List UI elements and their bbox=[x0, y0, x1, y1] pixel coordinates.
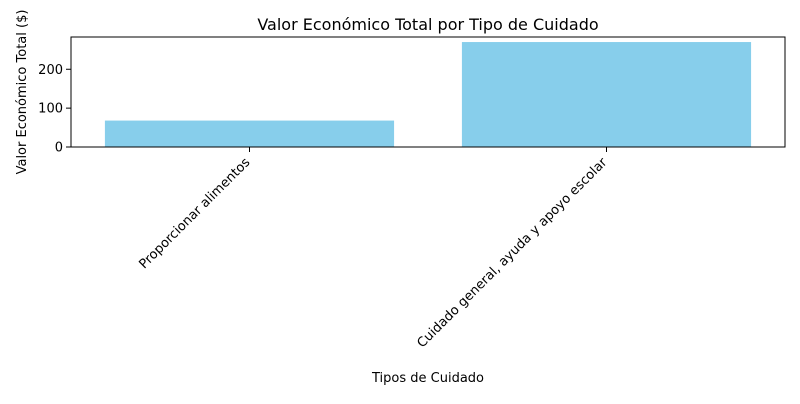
x-axis-ticks: Proporcionar alimentos Cuidado general, a… bbox=[137, 147, 611, 351]
y-axis-ticks: 0 100 200 bbox=[38, 63, 71, 156]
x-tick-label: Cuidado general, ayuda y apoyo escolar bbox=[414, 155, 610, 351]
y-axis-label: Valor Económico Total ($) bbox=[15, 10, 30, 175]
x-axis-label: Tipos de Cuidado bbox=[371, 371, 484, 386]
chart-title: Valor Económico Total por Tipo de Cuidad… bbox=[257, 15, 598, 34]
axes-frame bbox=[70, 36, 786, 148]
y-tick-label: 100 bbox=[38, 102, 63, 117]
bar bbox=[461, 42, 752, 147]
bar bbox=[104, 120, 395, 147]
y-tick-label: 200 bbox=[38, 63, 63, 78]
y-tick-label: 0 bbox=[55, 141, 63, 156]
plot-area bbox=[70, 36, 786, 148]
x-tick-label: Proporcionar alimentos bbox=[137, 155, 254, 272]
